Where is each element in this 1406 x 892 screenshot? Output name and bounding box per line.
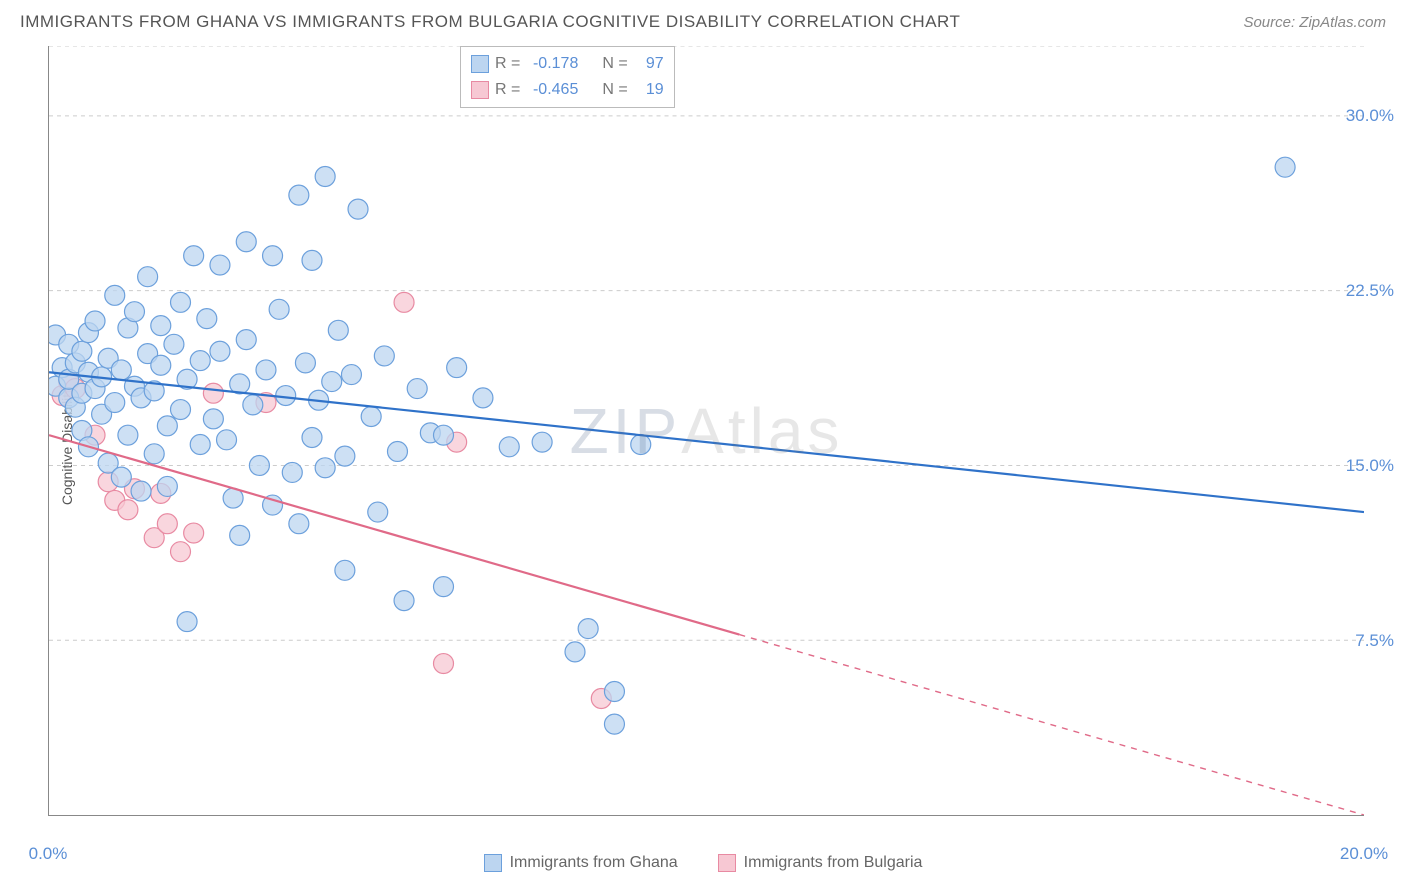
chart-title: IMMIGRANTS FROM GHANA VS IMMIGRANTS FROM… <box>20 12 960 32</box>
legend-item-ghana: Immigrants from Ghana <box>484 854 678 872</box>
y-tick-label: 7.5% <box>1355 631 1394 651</box>
scatter-svg <box>49 46 1364 815</box>
stat-r-label: R = <box>495 51 520 77</box>
stat-r-bulgaria: -0.465 <box>526 77 578 103</box>
stat-r-ghana: -0.178 <box>526 51 578 77</box>
swatch-ghana <box>484 854 502 872</box>
swatch-bulgaria <box>718 854 736 872</box>
x-tick-label: 20.0% <box>1340 844 1388 864</box>
y-tick-label: 15.0% <box>1346 456 1394 476</box>
swatch-ghana <box>471 55 489 73</box>
plot-area: ZIPAtlas <box>48 46 1364 816</box>
stats-row-ghana: R = -0.178 N = 97 <box>471 51 664 77</box>
legend-label-ghana: Immigrants from Ghana <box>510 854 678 872</box>
source-attribution: Source: ZipAtlas.com <box>1243 14 1386 31</box>
stat-n-bulgaria: 19 <box>634 77 664 103</box>
swatch-bulgaria <box>471 81 489 99</box>
bottom-legend: Immigrants from Ghana Immigrants from Bu… <box>0 854 1406 872</box>
y-tick-label: 30.0% <box>1346 106 1394 126</box>
title-bar: IMMIGRANTS FROM GHANA VS IMMIGRANTS FROM… <box>20 12 1386 32</box>
y-tick-label: 22.5% <box>1346 281 1394 301</box>
legend-label-bulgaria: Immigrants from Bulgaria <box>744 854 923 872</box>
stat-n-ghana: 97 <box>634 51 664 77</box>
stat-n-label: N = <box>602 51 627 77</box>
legend-item-bulgaria: Immigrants from Bulgaria <box>718 854 923 872</box>
stats-row-bulgaria: R = -0.465 N = 19 <box>471 77 664 103</box>
stat-r-label: R = <box>495 77 520 103</box>
stats-legend-box: R = -0.178 N = 97 R = -0.465 N = 19 <box>460 46 675 108</box>
stat-n-label: N = <box>602 77 627 103</box>
x-tick-label: 0.0% <box>29 844 68 864</box>
